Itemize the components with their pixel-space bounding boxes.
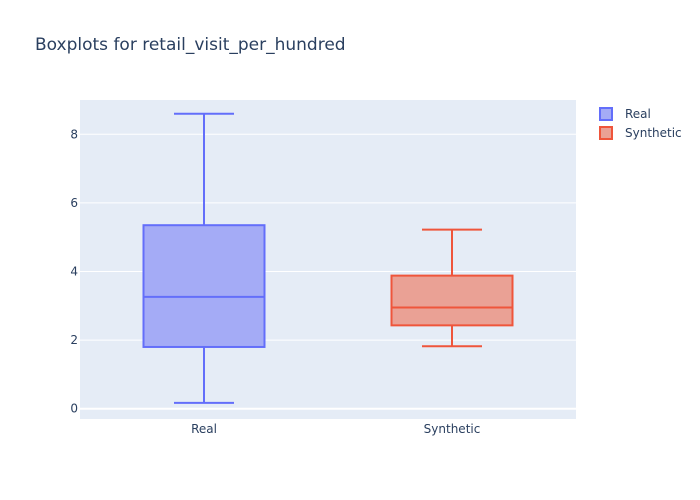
legend: Real Synthetic bbox=[599, 107, 682, 140]
box-synthetic bbox=[390, 228, 514, 348]
x-tick-label-real: Real bbox=[191, 422, 217, 436]
y-tick-label: 6 bbox=[70, 196, 78, 210]
box-real bbox=[142, 112, 266, 404]
legend-label-synthetic: Synthetic bbox=[625, 126, 682, 140]
y-tick-label: 2 bbox=[70, 333, 78, 347]
legend-label-real: Real bbox=[625, 107, 651, 121]
legend-swatch-real bbox=[599, 107, 613, 121]
iqr-box-real bbox=[142, 224, 266, 348]
iqr-box-synthetic bbox=[390, 274, 514, 327]
y-tick-label: 4 bbox=[70, 265, 78, 279]
legend-item-real: Real bbox=[599, 107, 651, 121]
y-tick-label: 8 bbox=[70, 127, 78, 141]
legend-item-synthetic: Synthetic bbox=[599, 126, 682, 140]
x-tick-label-synthetic: Synthetic bbox=[424, 422, 481, 436]
y-tick-label: 0 bbox=[70, 402, 78, 416]
x-axis: Real Synthetic bbox=[191, 422, 480, 436]
legend-swatch-synthetic bbox=[599, 126, 613, 140]
box-traces bbox=[142, 112, 514, 404]
chart-title: Boxplots for retail_visit_per_hundred bbox=[35, 35, 346, 55]
y-axis: 0 2 4 6 8 bbox=[70, 127, 78, 415]
